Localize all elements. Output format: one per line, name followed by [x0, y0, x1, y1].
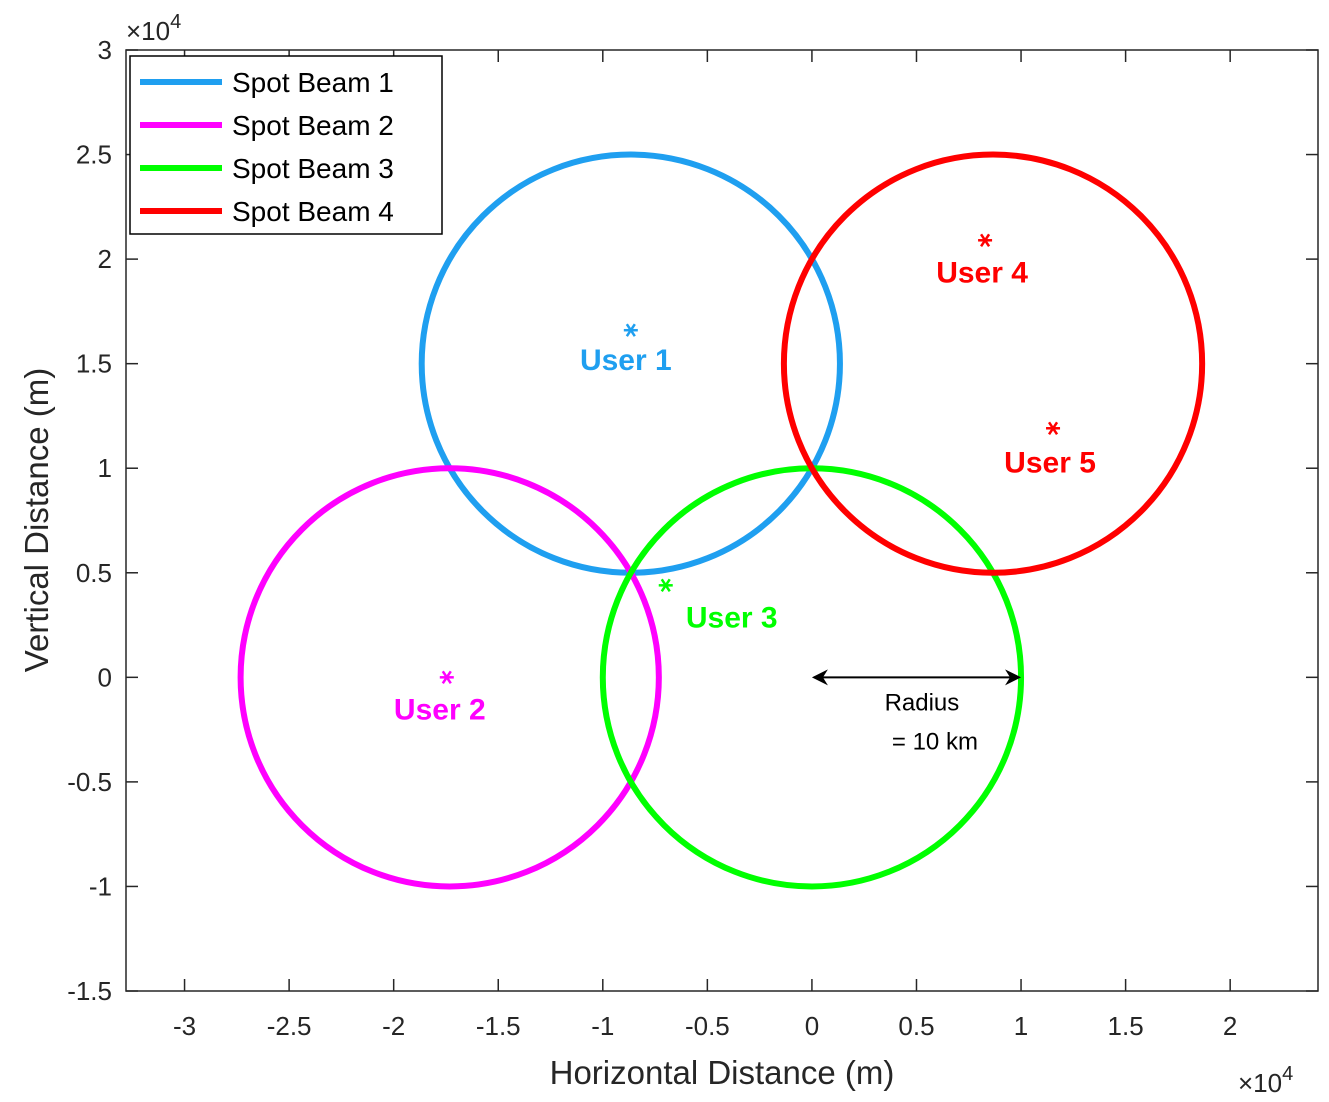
- y-tick-label: -1.5: [67, 976, 112, 1006]
- multiplier-base: ×10: [1238, 1068, 1282, 1098]
- legend-label: Spot Beam 1: [232, 67, 394, 98]
- x-tick-label: 1: [1014, 1011, 1028, 1041]
- x-tick-label: -1.5: [476, 1011, 521, 1041]
- y-tick-label: -1: [89, 871, 112, 901]
- y-tick-label: -0.5: [67, 767, 112, 797]
- plot-frame: [125, 49, 1319, 992]
- user-point: [623, 323, 638, 337]
- y-tick-label: 2.5: [76, 140, 112, 170]
- x-tick-label: -2.5: [267, 1011, 312, 1041]
- asterisk-stroke: [441, 670, 452, 685]
- legend-label: Spot Beam 4: [232, 196, 394, 227]
- annotation: = 10 km: [892, 728, 978, 755]
- x-tick-label: 2: [1223, 1011, 1237, 1041]
- x-axis-label: Horizontal Distance (m): [550, 1054, 895, 1091]
- x-tick-label: 0.5: [898, 1011, 934, 1041]
- x-tick-label: -3: [173, 1011, 196, 1041]
- user-point: [439, 670, 454, 685]
- x-tick-label: -0.5: [685, 1011, 730, 1041]
- y-tick-label: 2: [98, 244, 112, 274]
- x-tick-label: 1.5: [1108, 1011, 1144, 1041]
- x-tick-label: 0: [805, 1011, 819, 1041]
- user-point: [978, 233, 993, 247]
- x-tick-label: -1: [591, 1011, 614, 1041]
- multiplier-base: ×10: [126, 16, 170, 46]
- asterisk-stroke: [660, 578, 671, 593]
- multiplier-exponent: 4: [170, 11, 181, 33]
- user-label: User 2: [394, 693, 486, 726]
- user-label: User 1: [580, 344, 672, 377]
- x-tick-label: -2: [382, 1011, 405, 1041]
- arrow-head: [811, 669, 828, 686]
- user-point: [658, 578, 673, 593]
- y-tick-label: 1.5: [76, 349, 112, 379]
- beam-circle: [237, 465, 662, 890]
- y-tick-label: 0: [98, 662, 112, 692]
- arrow-head: [1005, 669, 1022, 686]
- legend-label: Spot Beam 2: [232, 110, 394, 141]
- x-multiplier: ×104: [1238, 1063, 1293, 1098]
- y-axis-label: Vertical Distance (m): [18, 368, 55, 672]
- user-label: User 3: [686, 601, 778, 634]
- legend-box: [129, 55, 443, 235]
- y-tick-label: 0.5: [76, 558, 112, 588]
- user-point: [1046, 421, 1061, 435]
- asterisk-stroke: [1048, 421, 1059, 435]
- annotation: Radius: [885, 689, 960, 716]
- beam-circle: [780, 151, 1206, 576]
- multiplier-exponent: 4: [1282, 1063, 1293, 1085]
- user-label: User 5: [1004, 446, 1096, 479]
- y-tick-label: 3: [98, 35, 112, 65]
- user-label: User 4: [936, 256, 1028, 289]
- asterisk-stroke: [980, 233, 991, 247]
- y-multiplier: ×104: [126, 11, 181, 46]
- legend-label: Spot Beam 3: [232, 153, 394, 184]
- asterisk-stroke: [625, 323, 636, 337]
- y-tick-label: 1: [98, 453, 112, 483]
